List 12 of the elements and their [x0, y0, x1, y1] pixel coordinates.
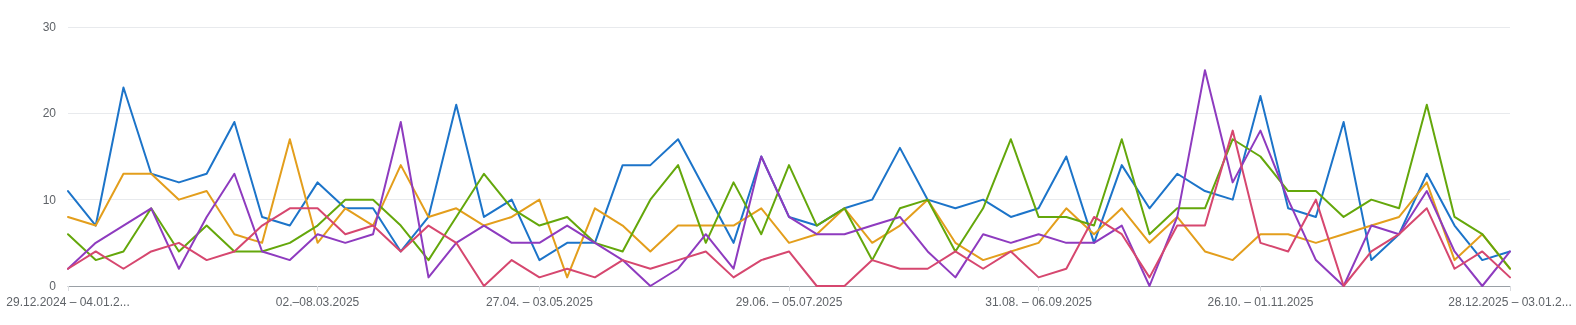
- x-tick-label: 26.10. – 01.11.2025: [1207, 295, 1314, 309]
- x-tick-label: 29.12.2024 – 04.01.2...: [6, 295, 130, 309]
- line-series: [67, 69, 1511, 287]
- y-tick-label: 30: [42, 20, 57, 34]
- x-tick-label: 29.06. – 05.07.2025: [735, 295, 843, 309]
- y-tick-label: 0: [49, 279, 57, 293]
- x-tick-label: 02.–08.03.2025: [275, 295, 360, 309]
- x-tick-label: 27.04. – 03.05.2025: [486, 295, 594, 309]
- x-tick-label: 28.12.2025 – 03.01.2...: [1448, 295, 1572, 309]
- y-tick-label: 20: [42, 106, 57, 121]
- x-tick-label: 31.08. – 06.09.2025: [985, 295, 1093, 309]
- y-tick-label: 10: [42, 192, 57, 207]
